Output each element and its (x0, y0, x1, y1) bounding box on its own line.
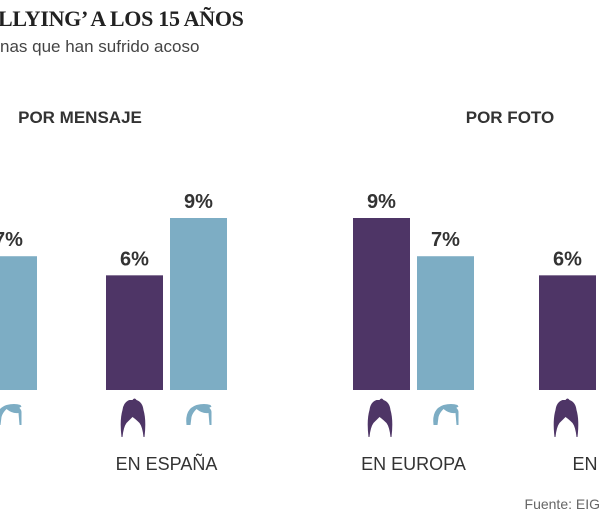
source-note: Fuente: EIG (524, 496, 600, 512)
data-label: 6% (120, 248, 149, 270)
bar-girls (106, 275, 163, 390)
girl-icon (367, 398, 393, 437)
data-label: 7% (0, 229, 23, 251)
bar-boys (0, 256, 37, 390)
panel-title: POR MENSAJE (18, 108, 142, 127)
boy-icon (433, 404, 459, 425)
category-label: EN EUROPA (361, 454, 466, 474)
bar-boys (417, 256, 474, 390)
data-label: 9% (184, 191, 213, 213)
bar-girls (353, 218, 410, 390)
data-label: 7% (431, 229, 460, 251)
data-label: 6% (553, 248, 582, 270)
bar-boys (170, 218, 227, 390)
girl-icon (120, 398, 146, 437)
category-label: EN ESPAÑA (116, 453, 218, 474)
category-label: EN ES (572, 454, 600, 474)
chart-subtitle: nas que han sufrido acoso (0, 37, 200, 56)
chart-title: LLYING’ A LOS 15 AÑOS (0, 6, 244, 31)
boy-icon (0, 404, 22, 425)
data-label: 9% (367, 191, 396, 213)
girl-icon (553, 398, 579, 437)
bar-girls (539, 275, 596, 390)
panel-title: POR FOTO (466, 108, 554, 127)
boy-icon (186, 404, 212, 425)
